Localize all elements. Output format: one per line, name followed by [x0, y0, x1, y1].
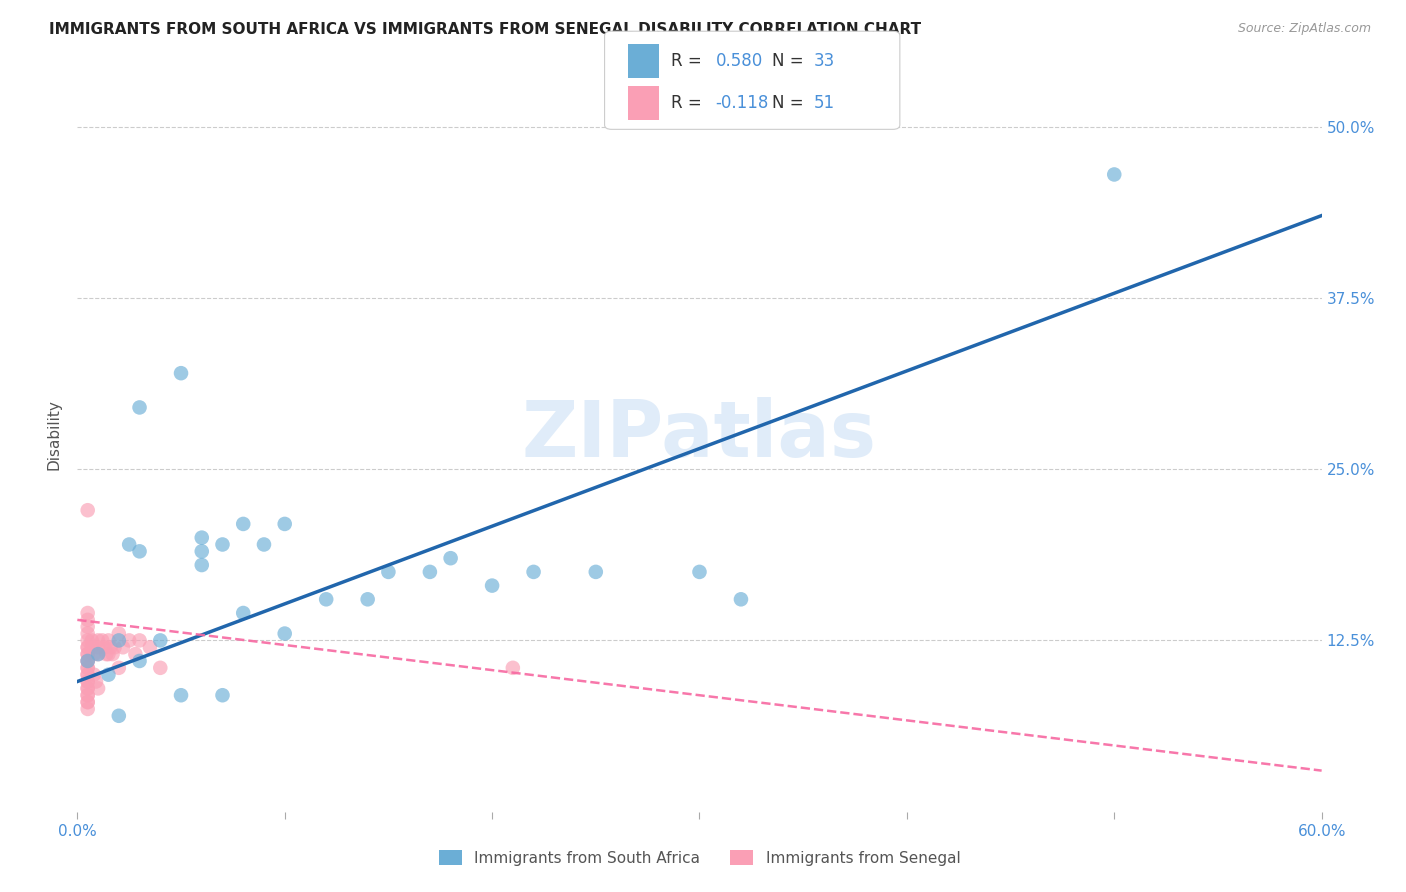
Text: R =: R =	[671, 52, 707, 70]
Point	[149, 661, 172, 675]
Point	[170, 366, 193, 380]
Point	[76, 613, 98, 627]
Point	[87, 681, 110, 696]
Point	[253, 537, 276, 551]
Point	[108, 661, 131, 675]
Point	[76, 647, 98, 661]
Point	[108, 626, 131, 640]
Point	[87, 647, 110, 661]
Point	[76, 674, 98, 689]
Point	[76, 503, 98, 517]
Text: Source: ZipAtlas.com: Source: ZipAtlas.com	[1237, 22, 1371, 36]
Point	[111, 640, 134, 655]
Point	[419, 565, 441, 579]
Point	[100, 640, 122, 655]
Point	[315, 592, 337, 607]
Point	[87, 640, 110, 655]
Point	[108, 708, 131, 723]
Point	[76, 647, 98, 661]
Point	[585, 565, 607, 579]
Point	[76, 606, 98, 620]
Point	[357, 592, 380, 607]
Point	[101, 647, 124, 661]
Point	[440, 551, 463, 566]
Point	[149, 633, 172, 648]
Text: ZIPatlas: ZIPatlas	[522, 397, 877, 473]
Point	[108, 633, 131, 648]
Point	[76, 688, 98, 702]
Point	[97, 633, 120, 648]
Point	[76, 654, 98, 668]
Point	[76, 620, 98, 634]
Point	[191, 531, 214, 545]
Point	[523, 565, 546, 579]
Point	[91, 633, 114, 648]
Point	[76, 640, 98, 655]
Text: 51: 51	[814, 94, 835, 112]
Point	[730, 592, 752, 607]
Point	[128, 401, 150, 415]
Point	[118, 537, 141, 551]
Point	[139, 640, 162, 655]
Point	[80, 640, 103, 655]
Text: R =: R =	[671, 94, 707, 112]
Text: N =: N =	[772, 52, 808, 70]
Point	[211, 537, 233, 551]
Point	[84, 674, 107, 689]
Point	[76, 661, 98, 675]
Text: N =: N =	[772, 94, 808, 112]
Point	[76, 681, 98, 696]
Point	[76, 688, 98, 702]
Point	[502, 661, 524, 675]
Point	[1104, 168, 1126, 182]
Point	[274, 516, 297, 531]
Point	[118, 633, 141, 648]
Point	[76, 626, 98, 640]
Point	[76, 633, 98, 648]
Point	[274, 626, 297, 640]
Point	[93, 640, 115, 655]
Text: 0.580: 0.580	[716, 52, 763, 70]
Point	[76, 695, 98, 709]
Y-axis label: Disability: Disability	[46, 400, 62, 470]
Legend: Immigrants from South Africa, Immigrants from Senegal: Immigrants from South Africa, Immigrants…	[433, 844, 966, 871]
Point	[97, 647, 120, 661]
Point	[76, 667, 98, 681]
Point	[87, 633, 110, 648]
Point	[104, 640, 127, 655]
Text: IMMIGRANTS FROM SOUTH AFRICA VS IMMIGRANTS FROM SENEGAL DISABILITY CORRELATION C: IMMIGRANTS FROM SOUTH AFRICA VS IMMIGRAN…	[49, 22, 921, 37]
Point	[481, 578, 503, 592]
Point	[76, 681, 98, 696]
Point	[232, 606, 254, 620]
Point	[211, 688, 233, 702]
Point	[83, 647, 105, 661]
Point	[76, 702, 98, 716]
Point	[76, 695, 98, 709]
Point	[232, 516, 254, 531]
Point	[80, 633, 103, 648]
Point	[76, 654, 98, 668]
Point	[83, 667, 105, 681]
Point	[76, 654, 98, 668]
Point	[124, 647, 146, 661]
Point	[191, 558, 214, 572]
Point	[76, 640, 98, 655]
Point	[128, 654, 150, 668]
Point	[96, 647, 118, 661]
Point	[76, 674, 98, 689]
Point	[191, 544, 214, 558]
Text: -0.118: -0.118	[716, 94, 769, 112]
Text: 33: 33	[814, 52, 835, 70]
Point	[87, 647, 110, 661]
Point	[76, 667, 98, 681]
Point	[128, 544, 150, 558]
Point	[377, 565, 399, 579]
Point	[128, 633, 150, 648]
Point	[689, 565, 711, 579]
Point	[97, 667, 120, 681]
Point	[76, 661, 98, 675]
Point	[170, 688, 193, 702]
